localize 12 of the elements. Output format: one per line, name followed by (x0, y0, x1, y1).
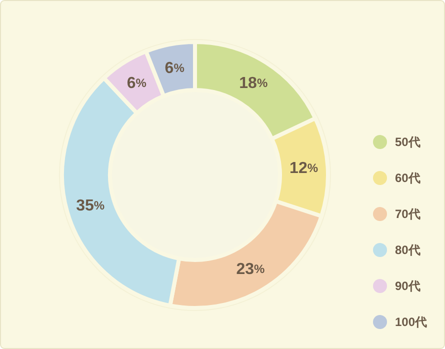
data-label: 6% (126, 74, 147, 92)
data-label: 12% (290, 160, 318, 177)
data-label: 23% (236, 260, 266, 278)
legend-label: 60代 (395, 171, 420, 185)
data-label: 18% (239, 74, 268, 92)
legend-label: 50代 (395, 135, 420, 149)
legend-label: 90代 (395, 279, 420, 293)
data-label: 6% (164, 59, 185, 76)
legend-label: 80代 (395, 243, 420, 257)
legend-label: 100代 (395, 315, 428, 329)
legend-label: 70代 (395, 207, 420, 221)
data-label: 35% (76, 196, 105, 214)
